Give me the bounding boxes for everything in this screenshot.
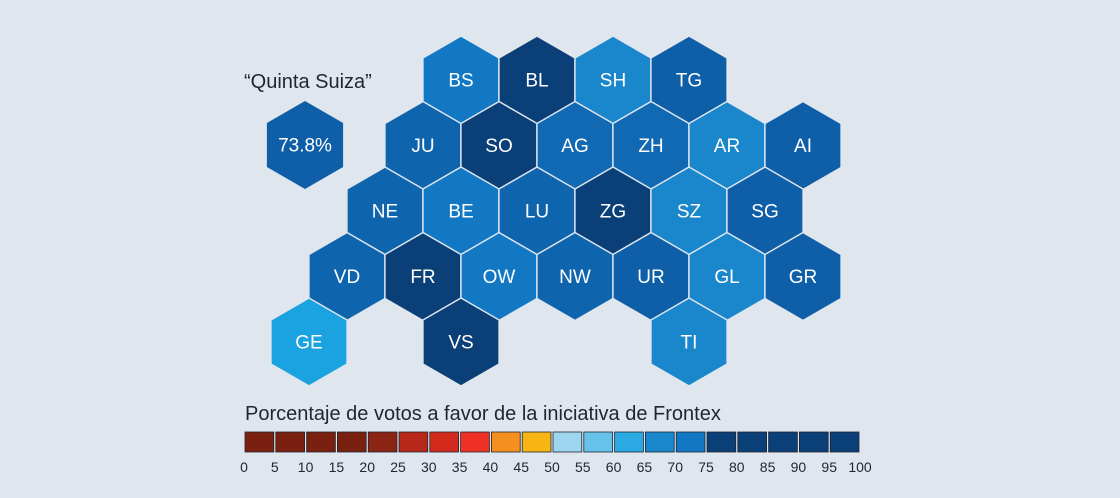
legend-tick: 95 — [821, 459, 837, 475]
legend-swatch — [490, 431, 521, 453]
legend-swatch — [768, 431, 798, 453]
canton-label: VD — [334, 267, 360, 288]
canton-hex-tg: TG — [650, 35, 728, 125]
canton-label: AG — [561, 136, 588, 157]
legend-tick: 15 — [329, 459, 345, 475]
legend-swatch — [706, 431, 737, 453]
canton-label: ZH — [638, 136, 663, 157]
legend-tick: 10 — [298, 459, 314, 475]
canton-label: TG — [676, 71, 702, 92]
legend-tick: 40 — [483, 459, 499, 475]
canton-hex-ow: OW — [460, 231, 538, 322]
canton-label: NE — [372, 202, 398, 223]
canton-label: SZ — [677, 202, 702, 223]
canton-hex-nw: NW — [536, 231, 614, 322]
canton-label: BS — [448, 71, 473, 92]
canton-hex-ge: GE — [270, 297, 348, 387]
legend-tick: 25 — [390, 459, 406, 475]
legend-tick: 50 — [544, 459, 560, 475]
legend-title: Porcentaje de votos a favor de la inicia… — [245, 403, 721, 425]
canton-label: OW — [483, 267, 516, 288]
legend-swatch — [645, 431, 675, 453]
legend-swatch — [429, 431, 459, 453]
legend-tick: 100 — [848, 459, 872, 475]
legend-swatch — [336, 431, 367, 453]
canton-label: FR — [410, 267, 435, 288]
legend-tick: 0 — [240, 459, 248, 475]
canton-hex-zh: ZH — [612, 100, 690, 191]
canton-hexagon — [650, 297, 728, 387]
canton-hexagon — [764, 231, 842, 322]
canton-label: GE — [295, 333, 322, 354]
legend-tick: 35 — [452, 459, 468, 475]
canton-hex-vs: VS — [422, 297, 500, 387]
canton-hex-ar: AR — [688, 100, 766, 191]
canton-hex-be: BE — [422, 166, 500, 256]
legend-swatch — [614, 431, 644, 453]
canton-label: SG — [751, 202, 778, 223]
canton-label: NW — [559, 267, 591, 288]
canton-hex-ti: TI — [650, 297, 728, 387]
canton-label: SO — [485, 136, 512, 157]
legend-swatch — [398, 431, 429, 453]
canton-label: JU — [411, 136, 434, 157]
legend-tick: 5 — [271, 459, 279, 475]
legend-swatch — [799, 431, 829, 453]
legend-tick: 45 — [513, 459, 529, 475]
canton-label: LU — [525, 202, 549, 223]
legend-swatch — [460, 431, 490, 453]
legend-swatch — [367, 431, 398, 453]
canton-hexagon — [422, 297, 500, 387]
legend-tick: 60 — [606, 459, 622, 475]
legend-swatch — [521, 431, 552, 453]
legend-tick: 55 — [575, 459, 591, 475]
canton-label: TI — [681, 333, 698, 354]
legend-swatch — [829, 431, 860, 453]
canton-label: ZG — [600, 202, 626, 223]
canton-label: BE — [448, 202, 473, 223]
legend-tick: 30 — [421, 459, 437, 475]
canton-hex-bl: BL — [498, 35, 576, 125]
legend-tick: 20 — [359, 459, 375, 475]
legend-tick: 85 — [760, 459, 776, 475]
canton-label: UR — [637, 267, 664, 288]
legend-color-scale — [244, 431, 860, 453]
legend-swatch — [583, 431, 613, 453]
fifth-switzerland-value: 73.8% — [278, 136, 332, 157]
canton-label: AR — [714, 136, 740, 157]
canton-label: SH — [600, 71, 626, 92]
legend-tick: 80 — [729, 459, 745, 475]
fifth-switzerland-hexagon — [266, 101, 344, 189]
canton-hex-gr: GR — [764, 231, 842, 322]
canton-hex-ju: JU — [384, 100, 462, 191]
canton-label: GR — [789, 267, 818, 288]
legend-tick: 70 — [667, 459, 683, 475]
canton-label: AI — [794, 136, 812, 157]
map-title: “Quinta Suiza” — [244, 71, 372, 93]
canton-label: VS — [448, 333, 473, 354]
legend-tick-labels: 0 5 10 15 20 25 30 35 40 45 50 55 60 65 70 75 80 85 90 95 10… — [240, 459, 872, 475]
legend-swatch — [244, 431, 275, 453]
canton-hex-grid: BS BL SH TG JU SO AG ZH AR AI NE BE LU ZG SZ SG VD FR OW NW… — [270, 35, 842, 387]
legend-swatch — [275, 431, 305, 453]
canton-hex-so: SO — [460, 100, 538, 191]
legend-tick: 90 — [791, 459, 807, 475]
canton-label: BL — [525, 71, 548, 92]
legend-tick: 65 — [637, 459, 653, 475]
fifth-switzerland-hex: 73.8% — [266, 101, 344, 189]
legend-tick: 75 — [698, 459, 714, 475]
legend-swatch — [737, 431, 767, 453]
legend-swatch — [306, 431, 336, 453]
canton-label: GL — [714, 267, 739, 288]
canton-hexagon — [270, 297, 348, 387]
legend-swatch — [552, 431, 583, 453]
canton-hex-bs: BS — [422, 35, 500, 125]
legend-swatch — [675, 431, 706, 453]
